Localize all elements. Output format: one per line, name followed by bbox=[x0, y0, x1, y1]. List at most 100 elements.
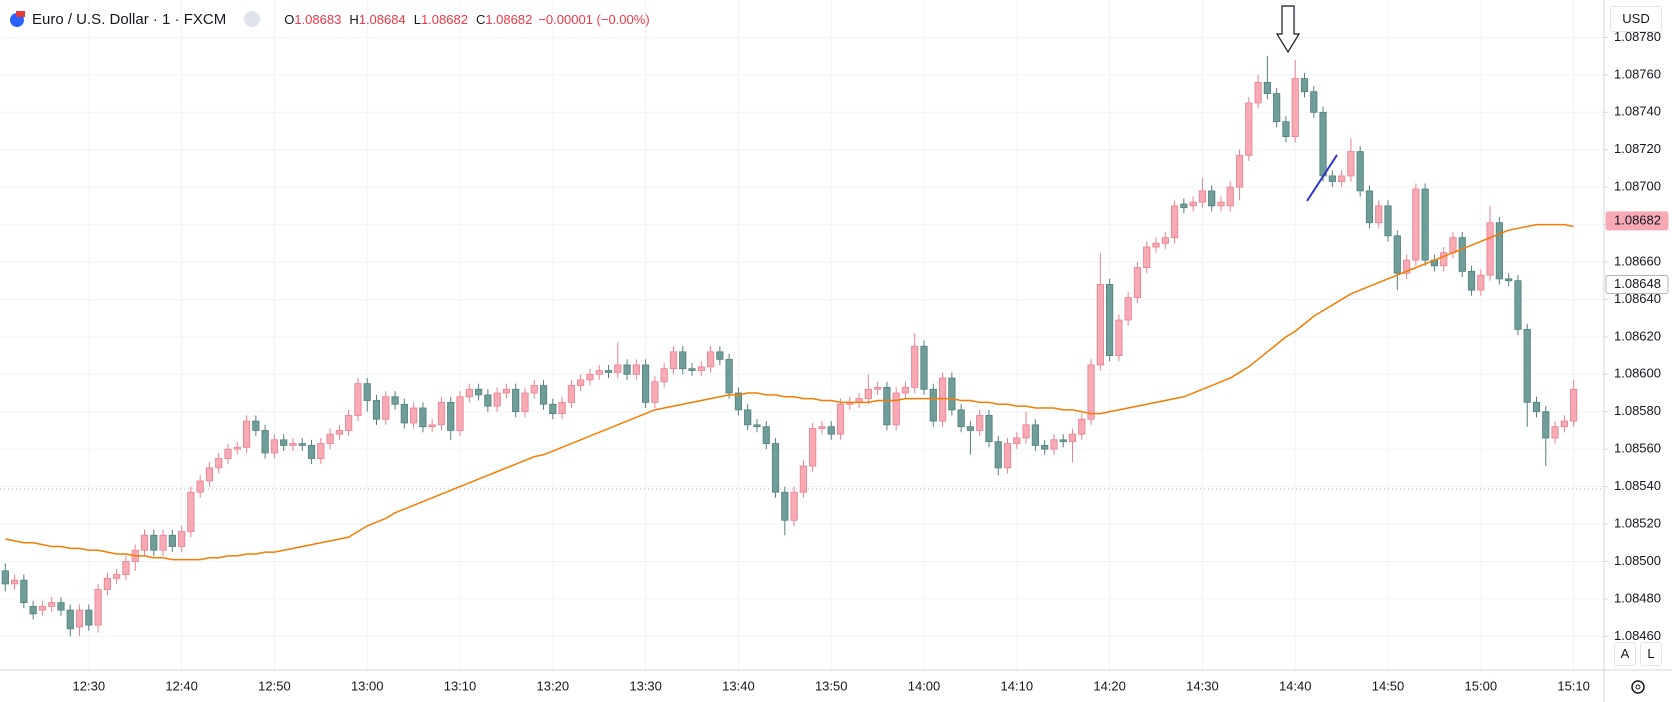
candle-body bbox=[1505, 278, 1513, 282]
candle-body bbox=[233, 446, 241, 450]
candle-body bbox=[799, 465, 807, 493]
candle-body bbox=[280, 439, 288, 446]
auto-button[interactable]: A bbox=[1614, 642, 1636, 666]
candle-body bbox=[298, 443, 306, 446]
candle-body bbox=[753, 424, 761, 428]
candle-body bbox=[632, 364, 640, 375]
candle-body bbox=[1050, 439, 1058, 450]
candle-body bbox=[1096, 284, 1104, 366]
y-tick-label: 1.08500 bbox=[1614, 553, 1661, 568]
candle-body bbox=[493, 392, 501, 407]
candle-body bbox=[205, 467, 214, 482]
candle-body bbox=[883, 387, 891, 426]
y-tick-label: 1.08640 bbox=[1614, 291, 1661, 306]
candle-body bbox=[1338, 175, 1346, 182]
candle-body bbox=[577, 379, 585, 386]
candle-body bbox=[623, 364, 631, 375]
ohlc-key: O bbox=[284, 11, 295, 27]
candle-body bbox=[363, 383, 371, 401]
candle-body bbox=[549, 403, 557, 415]
candle-body bbox=[400, 403, 408, 424]
candle-body bbox=[679, 351, 687, 370]
candle-body bbox=[1198, 190, 1207, 203]
candle-body bbox=[697, 366, 705, 371]
candle-body bbox=[428, 424, 436, 428]
ohlc-key: H bbox=[349, 11, 359, 27]
y-tick-label: 1.08540 bbox=[1614, 478, 1661, 493]
candle-body bbox=[382, 396, 390, 420]
toggle[interactable] bbox=[244, 11, 261, 27]
header: Euro / U.S. Dollar · 1 · FXCM O1.08683 H1… bbox=[8, 8, 650, 30]
candle-body bbox=[864, 388, 872, 400]
candle-body bbox=[75, 609, 84, 628]
x-tick-label: 14:50 bbox=[1372, 678, 1405, 693]
x-tick-label: 12:40 bbox=[165, 678, 198, 693]
candle-body bbox=[484, 394, 492, 407]
moving-average bbox=[5, 223, 1574, 561]
candle-body bbox=[419, 407, 427, 428]
candle-body bbox=[48, 602, 56, 607]
candle-body bbox=[66, 609, 74, 630]
x-tick-label: 14:20 bbox=[1093, 678, 1126, 693]
candle-body bbox=[1152, 242, 1160, 248]
candle-body bbox=[1514, 280, 1522, 330]
candle-body bbox=[178, 531, 186, 547]
currency-button[interactable]: USD bbox=[1610, 6, 1662, 32]
price-label: 1.08682 bbox=[1614, 212, 1661, 227]
candle-body bbox=[985, 415, 993, 443]
candle-body bbox=[781, 491, 789, 521]
x-tick-label: 14:40 bbox=[1279, 678, 1312, 693]
candle-body bbox=[790, 491, 798, 521]
candle-body bbox=[1208, 190, 1216, 207]
candle-body bbox=[530, 385, 538, 394]
candle-body bbox=[113, 574, 121, 579]
trend-line bbox=[1306, 154, 1338, 202]
grid bbox=[0, 0, 1604, 670]
candle-body bbox=[874, 387, 882, 390]
candle-body bbox=[261, 430, 269, 454]
candle-body bbox=[1440, 252, 1448, 267]
candle-body bbox=[669, 351, 678, 370]
candle-body bbox=[1486, 222, 1494, 276]
candle-body bbox=[521, 392, 529, 413]
candle-body bbox=[94, 589, 102, 626]
price-axis-bg bbox=[1604, 0, 1672, 702]
candle-body bbox=[1124, 297, 1132, 321]
candle-body bbox=[642, 364, 650, 403]
candle-body bbox=[595, 370, 603, 375]
y-tick-label: 1.08620 bbox=[1614, 328, 1661, 343]
candle-body bbox=[1170, 205, 1179, 239]
y-tick-label: 1.08780 bbox=[1614, 29, 1661, 44]
ohlc-key: L bbox=[413, 11, 421, 27]
candle-body bbox=[1059, 439, 1067, 443]
candle-body bbox=[456, 396, 464, 431]
settings-icon[interactable] bbox=[1631, 680, 1645, 694]
log-button[interactable]: L bbox=[1640, 642, 1662, 666]
candle-body bbox=[20, 579, 28, 604]
candle-body bbox=[1310, 91, 1318, 113]
candle-body bbox=[317, 443, 325, 459]
candle-body bbox=[938, 377, 947, 422]
candle-body bbox=[465, 388, 473, 398]
candle-body bbox=[345, 415, 353, 431]
candle-body bbox=[1068, 433, 1077, 443]
candle-body bbox=[1143, 246, 1151, 269]
candle-body bbox=[836, 403, 845, 435]
candle-body bbox=[1523, 328, 1531, 403]
ohlc-value: 1.08683 bbox=[294, 11, 342, 27]
candle-body bbox=[1300, 78, 1309, 93]
candle-body bbox=[771, 443, 780, 493]
candle-body bbox=[242, 420, 251, 448]
candle-body bbox=[1570, 388, 1578, 422]
candle-body bbox=[103, 577, 111, 590]
candle-body bbox=[150, 534, 158, 551]
candle-body bbox=[966, 426, 975, 431]
candle-body bbox=[762, 426, 770, 444]
candle-body bbox=[502, 388, 511, 394]
candle-body bbox=[1189, 201, 1197, 207]
candle-body bbox=[1031, 424, 1039, 446]
candle-body bbox=[1384, 205, 1392, 237]
candle-body bbox=[196, 480, 204, 493]
